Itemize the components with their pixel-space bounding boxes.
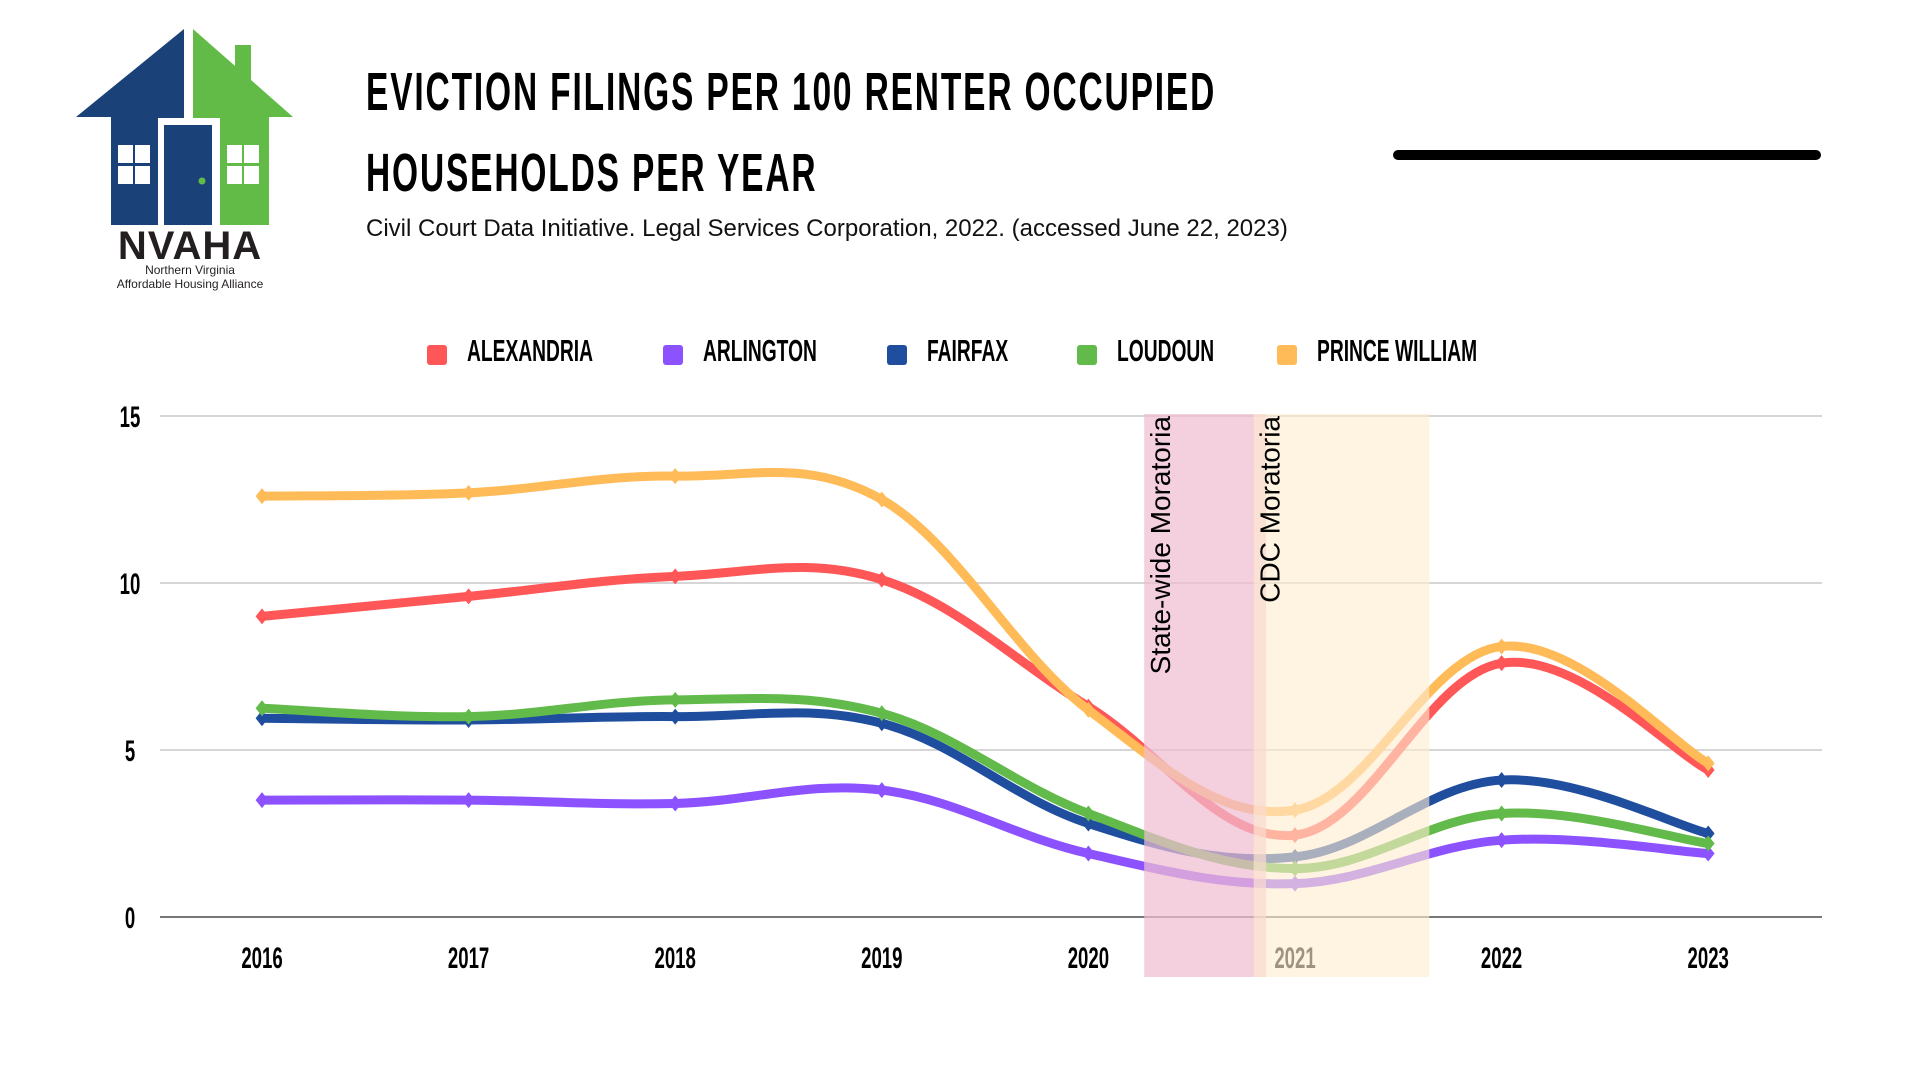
marker-alexandria-2016 bbox=[255, 608, 269, 625]
y-tick-label: 10 bbox=[120, 568, 141, 602]
x-tick-label: 2016 bbox=[241, 942, 282, 976]
marker-arlington-2016 bbox=[255, 792, 269, 809]
logo-window-right bbox=[227, 145, 259, 184]
marker-fairfax-2016 bbox=[255, 710, 269, 727]
series-arlington bbox=[255, 782, 1715, 892]
logo-wordmark: NVAHA bbox=[117, 224, 263, 268]
legend-label-loudoun: LOUDOUN bbox=[1117, 333, 1215, 368]
marker-prince-william-2022 bbox=[1495, 638, 1508, 655]
legend-swatch-alexandria bbox=[427, 345, 447, 365]
marker-alexandria-2017 bbox=[462, 588, 475, 605]
x-tick-label: 2018 bbox=[655, 942, 696, 976]
logo-window-left bbox=[118, 145, 150, 184]
band-state-wide-moratoria bbox=[1144, 414, 1267, 977]
logo-subtitle-line2: Affordable Housing Alliance bbox=[116, 277, 264, 291]
marker-prince-william-2020 bbox=[1082, 701, 1095, 718]
x-tick-label: 2017 bbox=[448, 942, 489, 976]
nvaha-logo: NVAHA Northern Virginia Affordable Housi… bbox=[0, 0, 320, 300]
marker-arlington-2018 bbox=[668, 795, 682, 812]
marker-prince-william-2023 bbox=[1701, 755, 1715, 772]
line-loudoun bbox=[257, 693, 1713, 874]
x-axis-ticks: 20162017201820192020202120222023 bbox=[241, 942, 1729, 976]
marker-arlington-2017 bbox=[462, 792, 475, 809]
y-axis-ticks: 0 5 10 15 bbox=[120, 401, 141, 936]
house-icon bbox=[76, 29, 293, 225]
marker-loudoun-2016 bbox=[255, 700, 269, 717]
marker-fairfax-2019 bbox=[875, 715, 889, 732]
line-alexandria bbox=[257, 562, 1713, 841]
marker-prince-william-2019 bbox=[875, 491, 889, 508]
y-tick-label: 15 bbox=[120, 401, 141, 435]
y-tick-label: 5 bbox=[125, 735, 135, 769]
decorative-rule bbox=[1393, 150, 1821, 160]
logo-door bbox=[164, 125, 212, 225]
legend-label-prince-william: PRINCE WILLIAM bbox=[1317, 333, 1478, 368]
logo-chimney bbox=[235, 45, 251, 85]
marker-fairfax-2018 bbox=[668, 708, 682, 725]
legend-label-fairfax: FAIRFAX bbox=[927, 333, 1009, 368]
chart-title-line2: HOUSEHOLDS PER YEAR bbox=[366, 143, 818, 203]
marker-loudoun-2020 bbox=[1082, 805, 1095, 822]
marker-fairfax-2023 bbox=[1701, 825, 1715, 842]
line-fairfax bbox=[257, 708, 1713, 864]
band-cdc-moratoria bbox=[1253, 414, 1430, 977]
x-tick-label: 2020 bbox=[1068, 942, 1109, 976]
marker-loudoun-2019 bbox=[875, 705, 889, 722]
x-tick-label: 2023 bbox=[1688, 942, 1729, 976]
x-tick-label: 2019 bbox=[861, 942, 902, 976]
marker-loudoun-2017 bbox=[462, 708, 475, 725]
marker-loudoun-2023 bbox=[1701, 835, 1715, 852]
legend-swatch-fairfax bbox=[887, 345, 907, 365]
marker-fairfax-2020 bbox=[1082, 815, 1095, 832]
legend-swatch-arlington bbox=[663, 345, 683, 365]
marker-alexandria-2022 bbox=[1495, 655, 1508, 672]
moratoria-bands: State-wide Moratoria CDC Moratoria bbox=[1144, 414, 1430, 977]
gridlines bbox=[160, 415, 1822, 918]
legend-swatch-prince-william bbox=[1277, 345, 1297, 365]
marker-loudoun-2018 bbox=[668, 691, 682, 708]
marker-arlington-2019 bbox=[875, 782, 889, 799]
band-label-cdc-moratoria: CDC Moratoria bbox=[1255, 416, 1286, 603]
logo-subtitle-line1: Northern Virginia bbox=[145, 263, 235, 277]
series-prince-william bbox=[255, 467, 1715, 819]
marker-prince-william-2016 bbox=[255, 488, 269, 505]
source-citation: Civil Court Data Initiative. Legal Servi… bbox=[366, 215, 1288, 242]
line-arlington bbox=[257, 783, 1713, 889]
marker-prince-william-2018 bbox=[668, 468, 682, 485]
chart-legend: ALEXANDRIA ARLINGTON FAIRFAX LOUDOUN PRI… bbox=[0, 333, 1920, 368]
marker-arlington-2023 bbox=[1701, 845, 1715, 862]
chart-title-line1: EVICTION FILINGS PER 100 RENTER OCCUPIED bbox=[366, 62, 1217, 122]
marker-alexandria-2019 bbox=[875, 571, 889, 588]
marker-alexandria-2018 bbox=[668, 568, 682, 585]
marker-arlington-2022 bbox=[1495, 832, 1508, 849]
marker-arlington-2020 bbox=[1082, 845, 1095, 862]
legend-label-alexandria: ALEXANDRIA bbox=[467, 333, 594, 368]
marker-fairfax-2022 bbox=[1495, 772, 1508, 789]
x-tick-label: 2022 bbox=[1481, 942, 1522, 976]
series-lines bbox=[255, 467, 1715, 892]
marker-prince-william-2017 bbox=[462, 484, 475, 501]
legend-swatch-loudoun bbox=[1077, 345, 1097, 365]
legend-label-arlington: ARLINGTON bbox=[703, 333, 817, 368]
marker-loudoun-2022 bbox=[1495, 805, 1508, 822]
line-prince-william bbox=[257, 467, 1713, 816]
logo-blue-roof bbox=[76, 29, 184, 117]
y-tick-label: 0 bbox=[125, 902, 135, 936]
logo-door-knob bbox=[198, 177, 206, 185]
band-label-state-wide-moratoria: State-wide Moratoria bbox=[1145, 416, 1176, 675]
